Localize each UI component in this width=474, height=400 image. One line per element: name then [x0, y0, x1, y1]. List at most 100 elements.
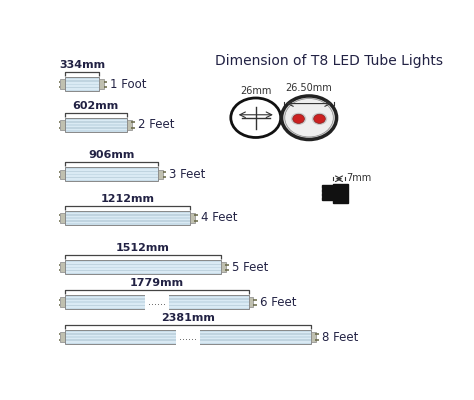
Bar	[65, 271, 221, 273]
Bar	[322, 198, 334, 200]
Text: 26mm: 26mm	[240, 86, 272, 96]
Bar	[60, 170, 65, 179]
Text: ......: ......	[148, 297, 166, 307]
Bar	[60, 332, 65, 342]
Bar	[221, 262, 226, 272]
Bar	[65, 169, 158, 170]
Text: 26.50mm: 26.50mm	[286, 83, 332, 93]
Text: 3 Feet: 3 Feet	[169, 168, 206, 181]
Bar	[60, 120, 65, 130]
Bar	[65, 268, 221, 270]
Bar	[311, 332, 316, 342]
Text: 8 Feet: 8 Feet	[322, 331, 358, 344]
Bar	[65, 224, 190, 225]
Bar	[65, 180, 158, 181]
Bar	[65, 121, 127, 123]
Bar	[65, 220, 190, 222]
Bar	[322, 189, 334, 192]
Bar	[65, 130, 127, 132]
Bar	[127, 120, 132, 130]
Bar	[65, 82, 99, 84]
Bar	[65, 175, 158, 177]
Bar	[65, 222, 190, 224]
Bar	[65, 304, 249, 306]
Text: 1512mm: 1512mm	[116, 244, 170, 254]
Bar	[65, 174, 158, 175]
Bar	[65, 333, 311, 335]
Text: ......: ......	[179, 332, 197, 342]
Bar	[65, 217, 190, 219]
Text: 7mm: 7mm	[346, 172, 372, 182]
Circle shape	[314, 114, 325, 124]
Bar	[65, 273, 221, 274]
Text: 2381mm: 2381mm	[161, 313, 215, 323]
Bar	[249, 297, 254, 307]
Bar	[322, 185, 334, 188]
Bar	[65, 124, 127, 126]
Bar	[65, 302, 249, 303]
Bar	[65, 211, 190, 225]
Bar	[65, 336, 311, 338]
Bar	[65, 168, 158, 181]
Circle shape	[293, 114, 304, 124]
Bar	[65, 260, 221, 262]
Bar	[60, 213, 65, 223]
Bar	[65, 338, 311, 340]
Text: 906mm: 906mm	[88, 150, 135, 160]
Bar	[65, 90, 99, 91]
Bar	[158, 170, 163, 179]
Bar	[65, 211, 190, 212]
Bar	[65, 267, 221, 268]
Bar	[65, 126, 127, 127]
Bar	[65, 212, 190, 214]
Bar	[65, 123, 127, 124]
Bar	[65, 84, 99, 85]
Bar	[65, 264, 221, 265]
Circle shape	[291, 113, 306, 125]
Bar	[65, 219, 190, 220]
Circle shape	[231, 98, 281, 138]
Bar	[65, 298, 249, 300]
Bar	[65, 260, 221, 274]
Text: 2 Feet: 2 Feet	[138, 118, 174, 132]
Bar	[65, 85, 99, 87]
Bar	[65, 214, 190, 216]
Bar	[65, 270, 221, 271]
Bar	[65, 330, 311, 344]
Bar	[65, 79, 99, 80]
Bar	[322, 194, 334, 196]
Bar	[65, 168, 158, 169]
Bar	[60, 262, 65, 272]
Text: 1779mm: 1779mm	[130, 278, 184, 288]
Bar	[65, 120, 127, 121]
Text: 334mm: 334mm	[59, 60, 105, 70]
Bar	[65, 300, 249, 302]
Bar	[333, 184, 347, 203]
Bar	[65, 77, 99, 91]
Circle shape	[312, 113, 327, 125]
Bar	[176, 330, 200, 345]
Bar	[65, 129, 127, 130]
Bar	[65, 88, 99, 90]
Bar	[65, 77, 99, 79]
Bar	[65, 341, 311, 342]
Text: 5 Feet: 5 Feet	[232, 261, 268, 274]
Bar	[190, 213, 195, 223]
Bar	[65, 118, 127, 132]
Bar	[65, 303, 249, 304]
Bar	[65, 127, 127, 129]
Bar	[99, 80, 104, 89]
Bar	[65, 172, 158, 174]
Bar	[65, 80, 99, 82]
Bar	[65, 216, 190, 217]
Bar	[65, 332, 311, 333]
Bar	[65, 295, 249, 297]
Bar	[65, 308, 249, 309]
Text: 1 Foot: 1 Foot	[110, 78, 147, 91]
Text: Dimension of T8 LED Tube Lights: Dimension of T8 LED Tube Lights	[215, 54, 443, 68]
Bar	[65, 340, 311, 341]
Bar	[65, 178, 158, 180]
Text: 602mm: 602mm	[73, 101, 119, 111]
Bar	[65, 87, 99, 88]
Circle shape	[282, 96, 337, 140]
